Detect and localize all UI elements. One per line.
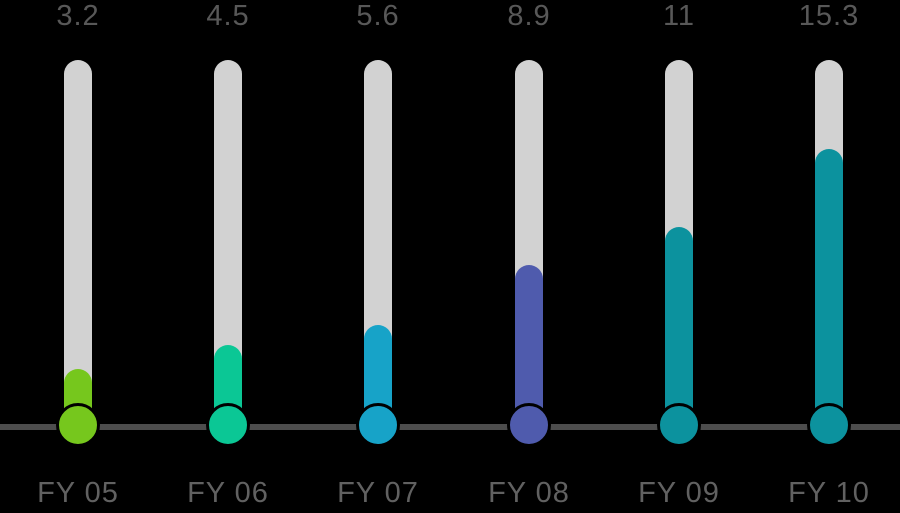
bulb-fy-09 bbox=[657, 403, 701, 447]
category-label-fy-10: FY 10 bbox=[788, 477, 870, 509]
bar-fill-fy-10 bbox=[815, 149, 843, 427]
bar-fill-fy-08 bbox=[515, 265, 543, 427]
value-label-fy-07: 5.6 bbox=[356, 0, 400, 32]
bulb-fy-06 bbox=[206, 403, 250, 447]
bulb-fy-10 bbox=[807, 403, 851, 447]
value-label-fy-10: 15.3 bbox=[798, 0, 860, 32]
bulb-fy-05 bbox=[56, 403, 100, 447]
category-label-fy-07: FY 07 bbox=[337, 477, 419, 509]
bar-track-fy-05 bbox=[64, 60, 92, 427]
value-label-fy-09: 11 bbox=[662, 0, 696, 32]
category-label-fy-05: FY 05 bbox=[37, 477, 119, 509]
value-label-fy-05: 3.2 bbox=[56, 0, 100, 32]
bulb-fy-07 bbox=[356, 403, 400, 447]
category-label-fy-09: FY 09 bbox=[638, 477, 720, 509]
value-label-fy-08: 8.9 bbox=[507, 0, 551, 32]
x-axis-line bbox=[0, 424, 900, 430]
value-label-fy-06: 4.5 bbox=[206, 0, 250, 32]
category-label-fy-06: FY 06 bbox=[187, 477, 269, 509]
category-label-fy-08: FY 08 bbox=[488, 477, 570, 509]
bulb-fy-08 bbox=[507, 403, 551, 447]
bar-fill-fy-09 bbox=[665, 227, 693, 427]
